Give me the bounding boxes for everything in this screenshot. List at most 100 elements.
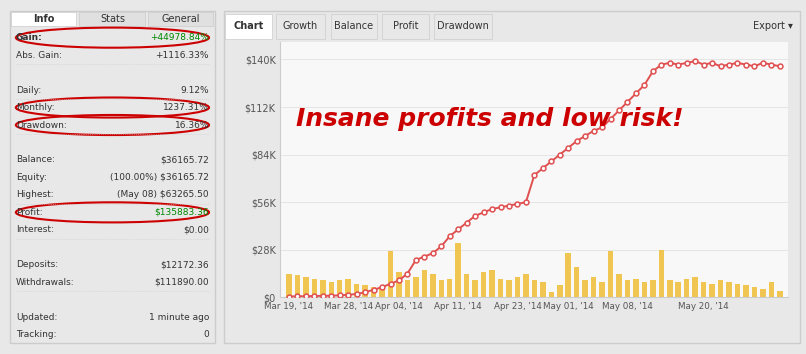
Bar [709,284,715,297]
Bar [634,279,638,297]
Text: Interest:: Interest: [16,225,54,234]
Text: Daily:: Daily: [16,86,41,95]
Text: +1116.33%: +1116.33% [156,51,209,59]
Text: $0.00: $0.00 [183,225,209,234]
Text: Stats: Stats [100,13,125,24]
Text: 16.36%: 16.36% [175,120,209,130]
Bar [422,270,427,297]
Bar [430,274,435,297]
Bar [617,274,621,297]
Text: $111890.00: $111890.00 [155,278,209,287]
Text: 0: 0 [203,330,209,339]
Bar [642,282,647,297]
Bar [591,277,596,297]
Text: Updated:: Updated: [16,313,57,322]
Text: General: General [162,13,200,24]
Text: +44978.84%: +44978.84% [150,33,209,42]
Bar [574,267,580,297]
Bar [413,277,418,297]
Text: Tracking:: Tracking: [16,330,56,339]
Bar [10,12,76,25]
Bar [752,287,757,297]
Bar [718,280,723,297]
Text: Info: Info [33,13,55,24]
Bar [380,289,384,297]
Text: Profit:: Profit: [16,208,43,217]
Bar [743,285,749,297]
Bar [464,274,469,297]
Bar [286,274,292,297]
Text: Insane profits and low risk!: Insane profits and low risk! [296,107,683,131]
Bar [726,282,732,297]
Bar [371,287,376,297]
Bar [346,279,351,297]
Bar [667,280,672,297]
Bar [650,280,655,297]
Text: 1 minute ago: 1 minute ago [148,313,209,322]
Bar [363,285,368,297]
Bar [320,280,326,297]
Bar [777,291,783,297]
Bar [523,274,529,297]
Text: Profit: Profit [393,21,418,31]
Bar [382,14,429,39]
Bar [405,280,410,297]
Bar [329,282,334,297]
Text: Gain:: Gain: [16,33,43,42]
Bar [276,14,326,39]
Text: Balance: Balance [334,21,373,31]
Text: (May 08) $63265.50: (May 08) $63265.50 [118,190,209,199]
Text: Highest:: Highest: [16,190,53,199]
Text: $36165.72: $36165.72 [160,155,209,165]
Text: Drawdown:: Drawdown: [16,120,67,130]
Text: Balance:: Balance: [16,155,55,165]
Bar [735,284,740,297]
Bar [434,14,492,39]
Bar [147,12,213,25]
Text: Growth: Growth [283,21,318,31]
Bar [354,284,359,297]
Text: Equity:: Equity: [16,173,47,182]
Bar [388,251,393,297]
Bar [312,279,317,297]
Bar [600,282,604,297]
Text: 1237.31%: 1237.31% [163,103,209,112]
Bar [455,243,461,297]
Text: Withdrawals:: Withdrawals: [16,278,74,287]
Bar [303,277,309,297]
Text: (100.00%) $36165.72: (100.00%) $36165.72 [110,173,209,182]
Bar [769,282,774,297]
Bar [438,280,444,297]
Bar [337,280,343,297]
Bar [330,14,377,39]
Bar [566,253,571,297]
Bar [489,270,495,297]
Bar [225,14,272,39]
Bar [397,272,401,297]
Bar [701,282,706,297]
Bar [515,277,520,297]
Bar [472,280,478,297]
Bar [684,279,689,297]
Bar [557,285,563,297]
Bar [481,272,486,297]
Bar [625,280,630,297]
Bar [540,282,546,297]
Bar [295,275,300,297]
Bar [532,280,537,297]
Text: Abs. Gain:: Abs. Gain: [16,51,62,59]
Bar [498,279,503,297]
Bar [675,282,681,297]
Bar [79,12,144,25]
Bar [608,251,613,297]
Text: 9.12%: 9.12% [181,86,209,95]
Bar [692,277,698,297]
Text: Export ▾: Export ▾ [753,21,792,31]
Bar [447,279,452,297]
Text: Monthly:: Monthly: [16,103,55,112]
Text: Drawdown: Drawdown [437,21,489,31]
Text: $12172.36: $12172.36 [160,260,209,269]
Bar [659,250,664,297]
Bar [549,292,554,297]
Bar [583,280,588,297]
